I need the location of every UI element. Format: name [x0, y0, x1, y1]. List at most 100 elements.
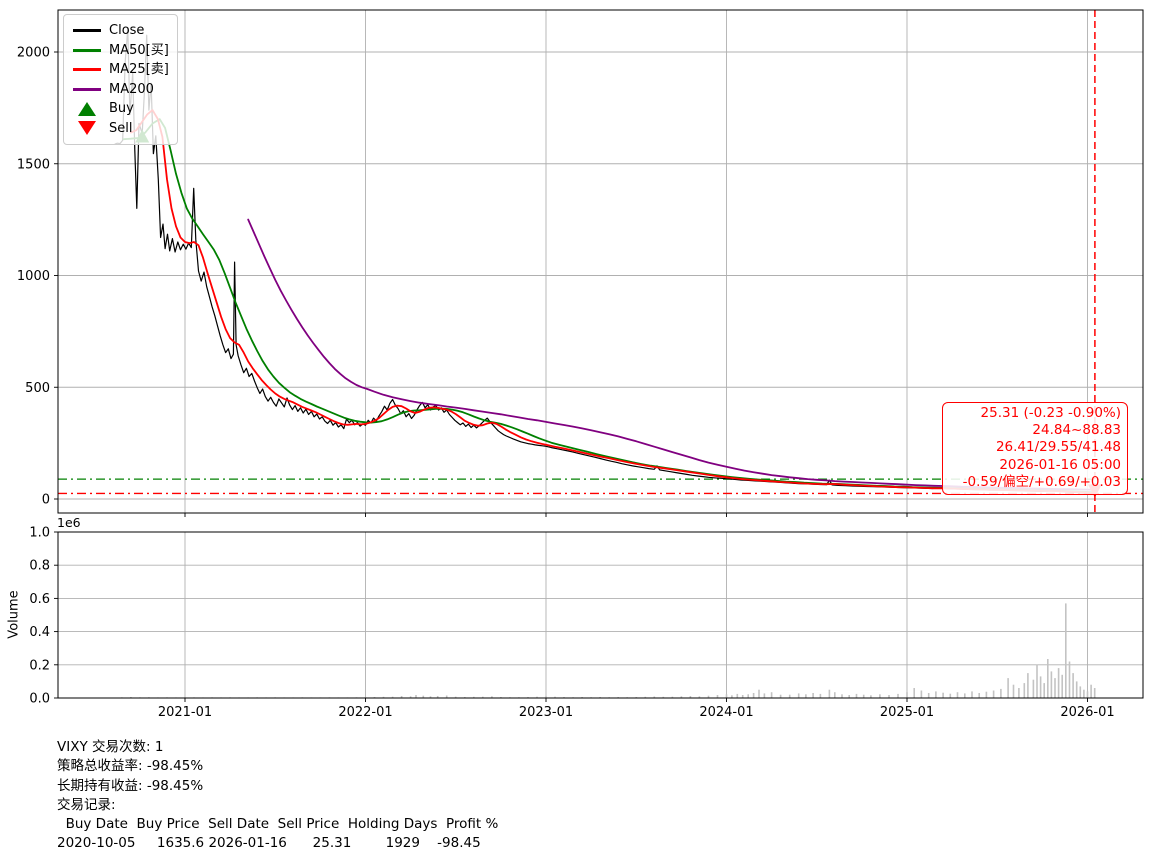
- volume-bar: [1032, 679, 1035, 698]
- trade-table-row: 2020-10-05 1635.6 2026-01-16 25.31 1929 …: [57, 835, 481, 852]
- volume-bar: [747, 694, 749, 698]
- quote-annotation-box: 25.31 (-0.23 -0.90%) 24.84~88.83 26.41/2…: [942, 402, 1128, 496]
- volume-bar: [400, 696, 403, 698]
- volume-bar: [644, 696, 647, 698]
- volume-bar: [689, 696, 692, 698]
- ma50-line-swatch-icon: [73, 48, 101, 52]
- volume-bar: [841, 694, 843, 698]
- volume-bar: [920, 690, 923, 698]
- volume-bar: [1043, 683, 1045, 698]
- y-tick-label: 0.8: [29, 559, 50, 574]
- volume-bar: [1036, 664, 1038, 698]
- price-series: [58, 27, 1143, 495]
- volume-bar: [429, 696, 432, 698]
- y-tick-label: 1500: [17, 157, 50, 172]
- x-tick-label: 2021-01: [158, 705, 212, 720]
- volume-bar: [797, 693, 800, 698]
- volume-bar: [554, 696, 556, 698]
- volume-bar: [482, 696, 484, 698]
- trade-record-title: 交易记录:: [57, 796, 116, 813]
- trade-table-header: Buy Date Buy Price Sell Date Sell Price …: [57, 816, 499, 833]
- legend-item-ma200: MA200: [73, 80, 169, 100]
- volume-bar: [415, 695, 417, 698]
- annotation-bias: -0.59/偏空/+0.69/+0.03: [962, 473, 1121, 490]
- legend-item-buy: Buy: [73, 99, 169, 119]
- volume-bar: [1086, 691, 1089, 698]
- volume-bar: [1083, 689, 1085, 698]
- volume-bar: [382, 696, 385, 698]
- volume-bar: [491, 696, 493, 698]
- volume-bar: [828, 689, 831, 698]
- y-tick-label: 0.2: [29, 658, 50, 673]
- buy-triangle-icon: [73, 101, 101, 116]
- volume-bar: [1027, 673, 1029, 698]
- x-tick-label: 2023-01: [519, 705, 573, 720]
- strategy-return-line: 策略总收益率: -98.45%: [57, 758, 204, 775]
- volume-bar: [1050, 671, 1053, 698]
- volume-axis-label: Volume: [6, 590, 22, 639]
- volume-bar: [788, 694, 791, 698]
- volume-bar: [1018, 688, 1020, 698]
- annotation-datetime: 2026-01-16 05:00: [999, 456, 1121, 473]
- volume-bar: [942, 692, 944, 698]
- annotation-price-change: 25.31 (-0.23 -0.90%): [980, 405, 1121, 421]
- volume-bar: [731, 695, 733, 698]
- volume-bar: [855, 693, 858, 699]
- volume-bar: [870, 695, 872, 698]
- volume-bar: [906, 692, 908, 698]
- volume-bar: [848, 695, 850, 698]
- ma25-line: [129, 109, 1096, 495]
- volume-bar: [653, 696, 656, 698]
- volume-bar: [1079, 686, 1082, 698]
- volume-bar: [422, 695, 425, 698]
- y-tick-label: 2000: [17, 46, 50, 61]
- legend-label: MA50[买]: [109, 42, 169, 58]
- volume-bar: [545, 696, 547, 698]
- volume-bar: [1068, 661, 1071, 698]
- volume-bar: [927, 693, 930, 698]
- volume-panel: 2021-01 2022-01 2023-01 2024-01 2025-01 2026-…: [29, 526, 1144, 720]
- volume-bar: [671, 696, 674, 698]
- ma200-line: [247, 218, 1096, 491]
- y-tick-label: 0.4: [29, 625, 50, 640]
- volume-bar: [1007, 678, 1009, 698]
- volume-bar: [391, 696, 394, 698]
- volume-bar: [985, 691, 988, 698]
- y-tick-label: 0.0: [29, 692, 50, 707]
- volume-bar: [1054, 678, 1056, 698]
- volume-bar: [913, 688, 915, 698]
- sell-triangle-icon: [73, 121, 101, 136]
- volume-bar: [888, 695, 890, 698]
- volume-bar: [862, 694, 865, 698]
- volume-bar: [1065, 603, 1067, 698]
- legend: Close MA50[买] MA25[卖] MA200 Buy Sell: [63, 14, 178, 145]
- legend-label: Buy: [109, 101, 134, 117]
- volume-bar: [1023, 683, 1026, 698]
- volume-bar: [1012, 684, 1015, 698]
- x-tick-label: 2024-01: [699, 705, 753, 720]
- volume-bar: [964, 693, 966, 698]
- volume-bars: [121, 603, 1096, 699]
- volume-bar: [436, 696, 439, 698]
- y-tick-label: 1000: [17, 269, 50, 284]
- x-tick-label: 2026-01: [1060, 705, 1114, 720]
- volume-bar: [409, 696, 412, 698]
- trade-count-line: VIXY 交易次数: 1: [57, 739, 164, 755]
- price-panel-border: [57, 9, 1144, 514]
- y-tick-label: 500: [25, 381, 50, 396]
- volume-bar: [992, 690, 995, 698]
- volume-bar: [752, 693, 755, 698]
- volume-bar: [956, 692, 959, 698]
- y-tick-label: 1.0: [29, 526, 50, 541]
- volume-bar: [819, 693, 822, 699]
- volume-bar: [1061, 674, 1063, 698]
- volume-bar: [1093, 688, 1096, 698]
- legend-label: Sell: [109, 120, 133, 136]
- legend-label: MA25[卖]: [109, 62, 169, 78]
- volume-bar: [1000, 688, 1002, 698]
- volume-bar: [1047, 659, 1049, 698]
- volume-bar: [779, 694, 782, 698]
- volume-bar: [454, 696, 457, 698]
